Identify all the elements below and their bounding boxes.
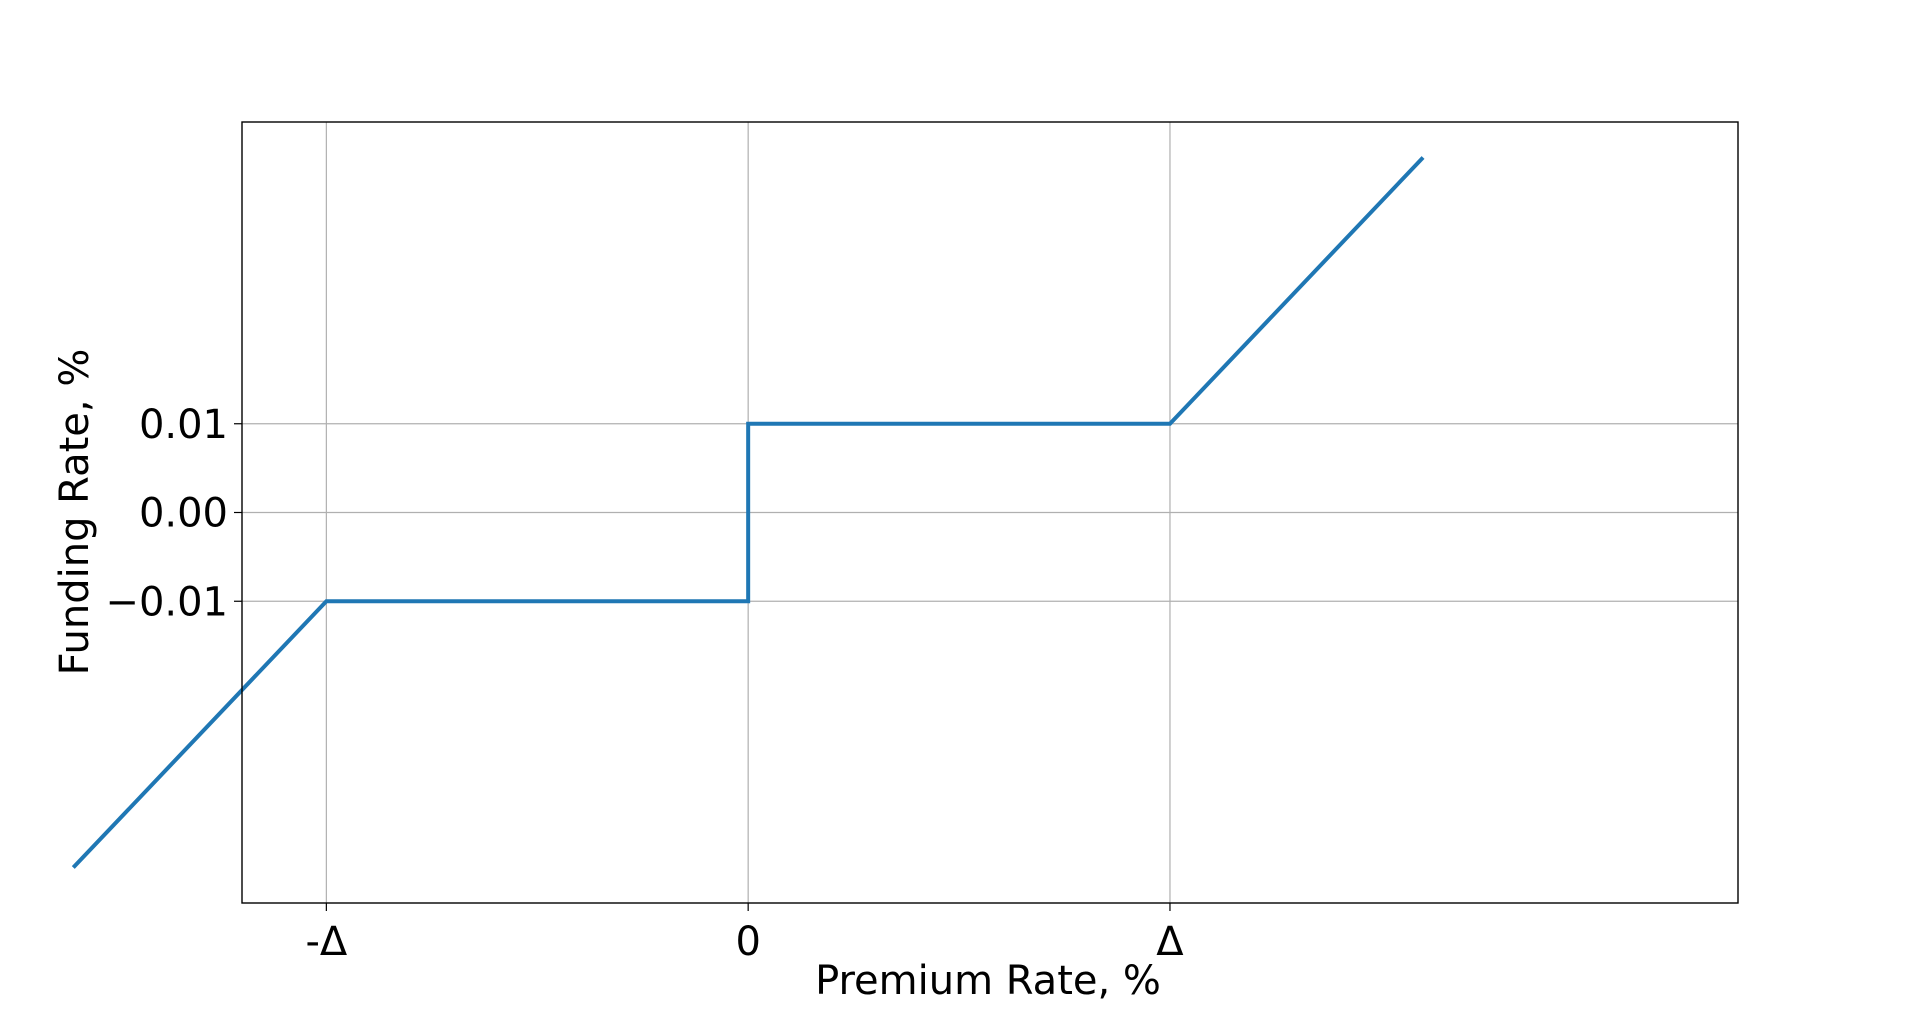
x-axis-label: Premium Rate, % [815,958,1161,1004]
plot-frame [241,121,1739,904]
series-layer [71,156,1425,869]
y-tick-label: −0.01 [105,579,228,625]
x-tick-label: Δ [1156,919,1184,965]
x-tick-label: -Δ [305,919,347,965]
grid [242,122,1738,903]
axis-ticks: -Δ 0 Δ −0.01 0.00 0.01 [105,402,1184,965]
series-line [71,156,1425,869]
y-tick-label: 0.00 [139,491,228,537]
y-axis-label: Funding Rate, % [52,349,98,676]
x-tick-label: 0 [735,919,760,965]
y-tick-label: 0.01 [139,402,228,448]
